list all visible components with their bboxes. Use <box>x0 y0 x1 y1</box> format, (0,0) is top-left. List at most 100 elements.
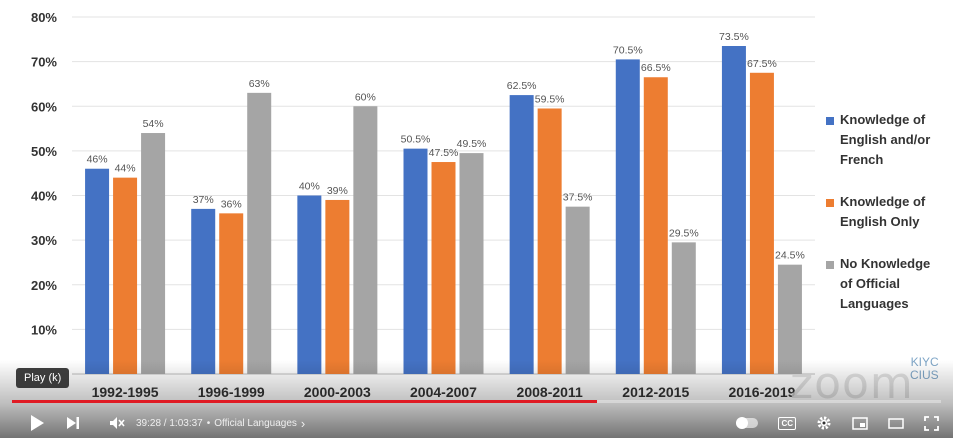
logo-line: CIUS <box>910 368 939 382</box>
play-icon <box>31 415 44 431</box>
data-label: 70.5% <box>613 44 643 56</box>
x-tick-label: 1992-1995 <box>92 384 159 400</box>
chapter-title[interactable]: Official Languages <box>214 417 297 429</box>
next-icon <box>67 417 79 429</box>
data-label: 50.5% <box>401 134 431 146</box>
bar <box>777 264 802 374</box>
bar <box>615 59 640 375</box>
bar <box>671 242 696 374</box>
legend-line: English and/or <box>840 132 931 147</box>
bar <box>247 92 272 375</box>
mute-icon <box>110 417 125 429</box>
bar <box>565 206 590 374</box>
data-label: 49.5% <box>457 138 487 150</box>
organization-logo: KIYC CIUS <box>910 356 939 382</box>
data-label: 60% <box>355 91 376 103</box>
miniplayer-button[interactable] <box>852 416 868 430</box>
legend-label: Knowledge of English and/or French <box>840 110 930 170</box>
chapter-separator: • <box>206 417 211 429</box>
data-label: 67.5% <box>747 58 777 70</box>
autoplay-toggle[interactable] <box>736 417 759 429</box>
fullscreen-button[interactable] <box>924 415 939 431</box>
cc-icon[interactable]: CC <box>778 416 796 430</box>
legend-item-english-only: Knowledge of English Only <box>826 192 951 232</box>
x-tick-label: 2008-2011 <box>517 384 583 400</box>
legend-line: Knowledge of <box>840 112 926 127</box>
gear-icon <box>817 416 831 430</box>
bar <box>297 195 322 374</box>
bar <box>191 208 216 374</box>
legend-line: English Only <box>840 214 920 229</box>
bar <box>721 46 746 374</box>
chapter-chevron-icon[interactable]: › <box>300 415 306 431</box>
data-label: 46% <box>87 154 108 166</box>
data-label: 29.5% <box>669 227 699 239</box>
data-label: 47.5% <box>429 147 459 159</box>
theater-button[interactable] <box>888 417 904 429</box>
bar <box>537 108 562 374</box>
mute-button[interactable] <box>106 416 128 430</box>
bar <box>219 213 244 374</box>
data-label: 37.5% <box>563 192 593 204</box>
bar <box>325 199 350 374</box>
data-label: 39% <box>327 185 348 197</box>
legend-item-no-knowledge: No Knowledge of Official Languages <box>826 254 951 314</box>
settings-button[interactable] <box>816 415 832 431</box>
time-display: 39:28 / 1:03:37 <box>136 417 203 429</box>
bar <box>141 133 166 374</box>
legend-swatch-orange <box>826 199 834 207</box>
x-tick-label: 2000-2003 <box>304 384 371 400</box>
next-button[interactable] <box>62 416 84 430</box>
player-controls: 39:28 / 1:03:37 • Official Languages › C… <box>0 408 953 438</box>
x-tick-label: 2004-2007 <box>410 384 477 400</box>
y-tick-label: 30% <box>31 233 57 248</box>
data-label: 37% <box>193 194 214 206</box>
y-tick-label: 80% <box>31 10 57 25</box>
legend-label: No Knowledge of Official Languages <box>840 254 930 314</box>
y-tick-label: 60% <box>31 99 57 114</box>
data-label: 44% <box>115 163 136 175</box>
y-tick-label: 10% <box>31 322 57 337</box>
x-tick-label: 1996-1999 <box>198 384 265 400</box>
data-label: 54% <box>143 118 164 130</box>
data-label: 63% <box>249 78 270 90</box>
bar <box>643 77 668 375</box>
bar <box>353 106 378 374</box>
legend-swatch-gray <box>826 261 834 269</box>
data-label: 62.5% <box>507 80 537 92</box>
data-label: 40% <box>299 181 320 193</box>
legend-item-english-french: Knowledge of English and/or French <box>826 110 951 170</box>
data-label: 36% <box>221 198 242 210</box>
x-tick-label: 2012-2015 <box>622 384 689 400</box>
play-tooltip: Play (k) <box>16 368 70 388</box>
y-tick-label: 20% <box>31 278 57 293</box>
progress-bar[interactable] <box>12 400 941 403</box>
bar <box>431 162 456 374</box>
fullscreen-icon <box>924 415 939 431</box>
legend-swatch-blue <box>826 117 834 125</box>
progress-fill <box>12 400 598 403</box>
legend-line: French <box>840 152 884 167</box>
bar <box>85 168 110 374</box>
bar <box>509 95 534 374</box>
miniplayer-icon <box>852 416 868 430</box>
data-label: 24.5% <box>775 250 805 262</box>
legend-label: Knowledge of English Only <box>840 192 925 232</box>
toggle-knob <box>736 417 749 429</box>
bar <box>403 148 428 374</box>
logo-line: KIYC <box>910 355 939 369</box>
data-label: 66.5% <box>641 62 671 74</box>
bar <box>113 177 138 374</box>
right-controls: CC <box>736 408 939 438</box>
data-label: 59.5% <box>535 93 565 105</box>
bar <box>749 72 774 374</box>
legend-line: Knowledge of <box>840 194 926 209</box>
x-tick-label: 2016-2019 <box>728 384 795 400</box>
legend-line: No Knowledge <box>840 256 931 271</box>
play-button[interactable] <box>26 414 48 432</box>
y-tick-label: 70% <box>31 55 57 70</box>
chart-legend: Knowledge of English and/or French Knowl… <box>826 110 951 336</box>
y-tick-label: 40% <box>31 189 57 204</box>
